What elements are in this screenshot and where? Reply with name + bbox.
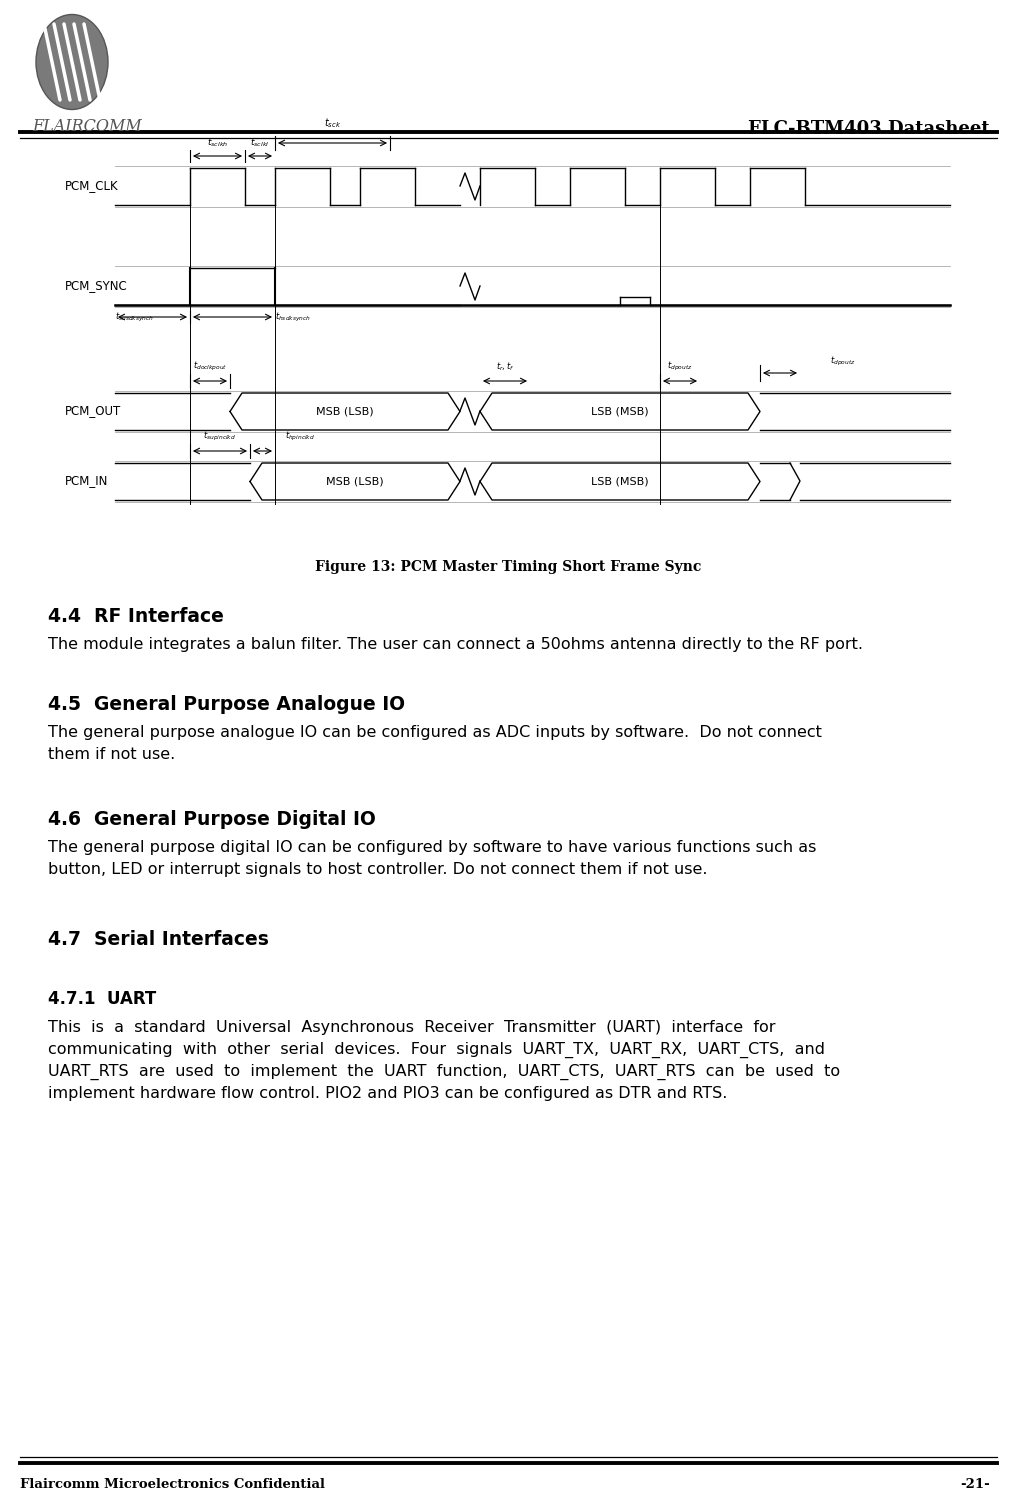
Text: implement hardware flow control. PIO2 and PIO3 can be configured as DTR and RTS.: implement hardware flow control. PIO2 an… — [48, 1086, 727, 1101]
Text: 4.4  RF Interface: 4.4 RF Interface — [48, 607, 224, 626]
Text: $t_{dpoutz}$: $t_{dpoutz}$ — [830, 354, 855, 368]
Text: FLAIRCOMM: FLAIRCOMM — [32, 119, 141, 135]
Text: them if not use.: them if not use. — [48, 746, 175, 762]
Text: MSB (LSB): MSB (LSB) — [316, 407, 374, 416]
Text: 4.7  Serial Interfaces: 4.7 Serial Interfaces — [48, 930, 268, 949]
Text: 4.7.1  UART: 4.7.1 UART — [48, 990, 157, 1008]
Text: Figure 13: PCM Master Timing Short Frame Sync: Figure 13: PCM Master Timing Short Frame… — [315, 560, 701, 574]
Text: $t_{doclkpout}$: $t_{doclkpout}$ — [193, 360, 227, 372]
Text: $t_r, t_f$: $t_r, t_f$ — [496, 360, 515, 372]
Text: PCM_SYNC: PCM_SYNC — [65, 279, 128, 293]
Text: LSB (MSB): LSB (MSB) — [591, 476, 649, 487]
Text: The general purpose analogue IO can be configured as ADC inputs by software.  Do: The general purpose analogue IO can be c… — [48, 725, 822, 740]
Text: PCM_IN: PCM_IN — [65, 475, 109, 488]
Text: PCM_OUT: PCM_OUT — [65, 404, 121, 418]
Text: $t_{sclkl}$: $t_{sclkl}$ — [250, 137, 270, 149]
Text: LSB (MSB): LSB (MSB) — [591, 407, 649, 416]
Text: FLC-BTM403 Datasheet: FLC-BTM403 Datasheet — [749, 120, 990, 138]
Text: communicating  with  other  serial  devices.  Four  signals  UART_TX,  UART_RX, : communicating with other serial devices.… — [48, 1042, 825, 1059]
Text: 4.5  General Purpose Analogue IO: 4.5 General Purpose Analogue IO — [48, 695, 405, 713]
Text: $t_{sck}$: $t_{sck}$ — [323, 116, 341, 131]
Text: UART_RTS  are  used  to  implement  the  UART  function,  UART_CTS,  UART_RTS  c: UART_RTS are used to implement the UART … — [48, 1063, 840, 1080]
Text: $t_{hsdksynch}$: $t_{hsdksynch}$ — [275, 311, 311, 324]
Text: $t_{susdksynch}$: $t_{susdksynch}$ — [115, 311, 154, 324]
Text: The module integrates a balun filter. The user can connect a 50ohms antenna dire: The module integrates a balun filter. Th… — [48, 637, 863, 652]
Text: button, LED or interrupt signals to host controller. Do not connect them if not : button, LED or interrupt signals to host… — [48, 862, 708, 877]
Text: 4.6  General Purpose Digital IO: 4.6 General Purpose Digital IO — [48, 810, 376, 829]
Text: This  is  a  standard  Universal  Asynchronous  Receiver  Transmitter  (UART)  i: This is a standard Universal Asynchronou… — [48, 1020, 776, 1035]
Text: Flaircomm Microelectronics Confidential: Flaircomm Microelectronics Confidential — [20, 1478, 325, 1491]
Text: $t_{supinclkd}$: $t_{supinclkd}$ — [203, 430, 237, 443]
Text: $t_{sclkh}$: $t_{sclkh}$ — [206, 137, 228, 149]
Text: -21-: -21- — [960, 1478, 990, 1491]
Text: PCM_CLK: PCM_CLK — [65, 180, 119, 192]
Text: $t_{dpoutz}$: $t_{dpoutz}$ — [667, 360, 693, 372]
Text: $t_{hpinclkd}$: $t_{hpinclkd}$ — [285, 430, 315, 443]
Text: MSB (LSB): MSB (LSB) — [326, 476, 383, 487]
Ellipse shape — [36, 15, 108, 110]
Text: The general purpose digital IO can be configured by software to have various fun: The general purpose digital IO can be co… — [48, 840, 817, 855]
